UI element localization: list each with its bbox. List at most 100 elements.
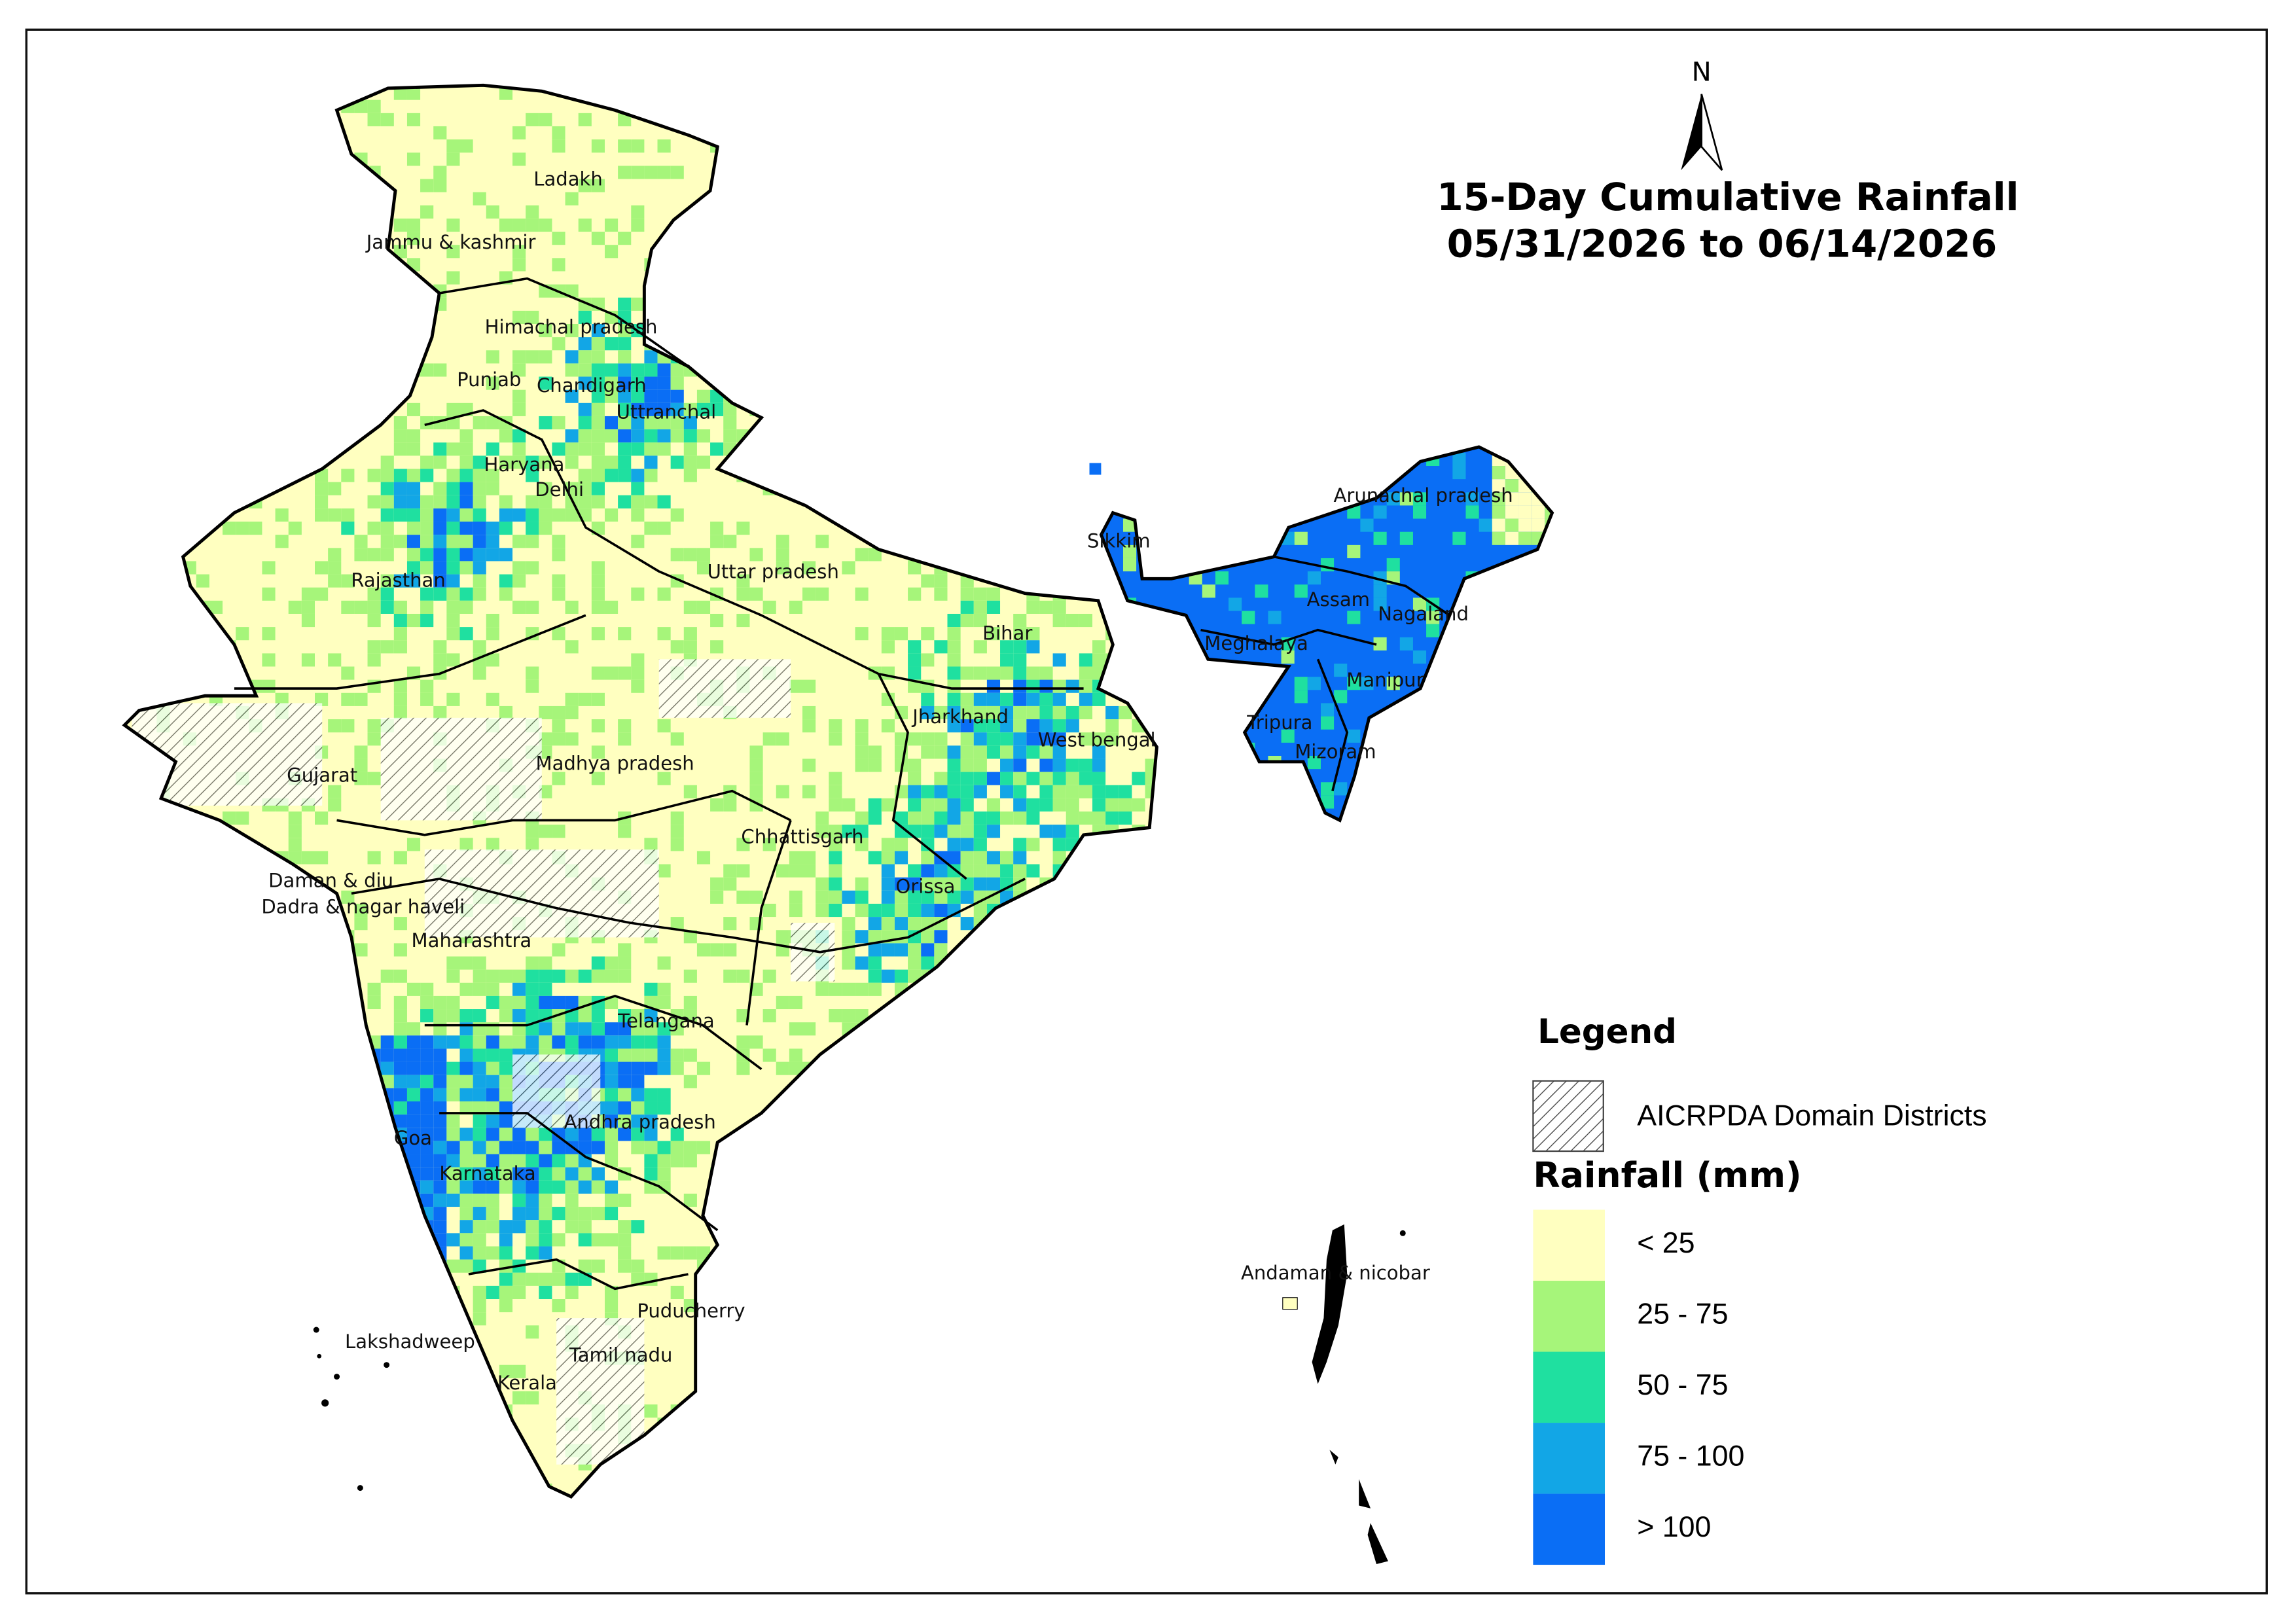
rainfall-cell — [1347, 611, 1361, 624]
rainfall-cell — [762, 1009, 776, 1023]
rainfall-cell — [591, 376, 605, 390]
rainfall-cell — [618, 350, 632, 364]
rainfall-cell — [1000, 732, 1014, 746]
rainfall-cell — [512, 245, 526, 259]
rainfall-cell — [657, 416, 671, 430]
rainfall-cell — [1026, 705, 1040, 720]
rainfall-cell — [670, 1154, 684, 1168]
rainfall-cell — [459, 429, 473, 443]
rainfall-cell — [802, 864, 816, 878]
rainfall-cell — [829, 798, 842, 812]
rainfall-cell — [631, 1128, 645, 1141]
legend-class-label: < 25 — [1637, 1226, 1695, 1259]
rainfall-cell — [591, 692, 605, 706]
rainfall-cell — [710, 890, 724, 904]
rainfall-cell — [1492, 479, 1505, 493]
rainfall-cell — [526, 969, 539, 983]
rainfall-cell — [1000, 851, 1014, 865]
rainfall-cell — [960, 851, 974, 865]
rainfall-cell — [657, 522, 671, 535]
rainfall-cell — [986, 851, 1001, 865]
rainfall-cell — [420, 522, 434, 535]
rainfall-cell — [328, 561, 342, 575]
rainfall-cell — [1281, 729, 1295, 743]
rainfall-cell — [354, 692, 368, 706]
rainfall-cell — [670, 1128, 684, 1141]
rainfall-cell — [1479, 518, 1492, 532]
rainfall-cell — [512, 1220, 526, 1234]
rainfall-cell — [934, 640, 948, 654]
rainfall-cell — [1026, 798, 1040, 812]
rainfall-cell — [301, 653, 315, 667]
rainfall-cell — [986, 825, 1001, 838]
rainfall-cell — [393, 1048, 407, 1062]
rainfall-cell — [420, 995, 434, 1010]
rainfall-cell — [921, 574, 935, 588]
rainfall-cell — [552, 416, 565, 430]
rainfall-cell — [723, 917, 737, 931]
rainfall-cell — [433, 1193, 447, 1207]
rainfall-cell — [973, 732, 987, 746]
rainfall-cell — [1052, 825, 1066, 838]
rainfall-cell — [947, 785, 961, 798]
rainfall-cell — [499, 587, 513, 601]
region-label: Haryana — [484, 454, 564, 476]
rainfall-cell — [894, 890, 908, 904]
rainfall-cell — [604, 218, 619, 232]
rainfall-cell — [986, 719, 1001, 733]
rainfall-cell — [710, 402, 724, 416]
rainfall-cell — [393, 442, 407, 456]
rainfall-cell — [499, 1128, 513, 1141]
rainfall-cell — [868, 851, 882, 865]
rainfall-cell — [1066, 825, 1079, 838]
rainfall-cell — [499, 1299, 513, 1313]
rainfall-cell — [446, 1009, 460, 1023]
domain-hatch — [791, 923, 835, 982]
rainfall-cell — [604, 1180, 619, 1194]
rainfall-cell — [486, 838, 499, 851]
rainfall-cell — [762, 732, 776, 746]
rainfall-cell — [644, 1009, 658, 1023]
rainfall-cell — [552, 548, 565, 562]
rainfall-cell — [1089, 463, 1102, 475]
rainfall-cell — [512, 350, 526, 364]
rainfall-cell — [486, 692, 499, 706]
rainfall-cell — [380, 548, 394, 562]
rainfall-cell — [1079, 705, 1092, 720]
rainfall-cell — [710, 943, 724, 957]
rainfall-cell — [1066, 772, 1079, 785]
rainfall-cell — [644, 1115, 658, 1128]
rainfall-cell — [420, 1048, 434, 1062]
rainfall-cell — [552, 995, 565, 1010]
rainfall-cell — [618, 719, 632, 733]
rainfall-cell — [934, 705, 948, 720]
rainfall-cell — [446, 1233, 460, 1247]
rainfall-cell — [618, 969, 632, 983]
rainfall-cell — [301, 613, 315, 628]
rainfall-cell — [921, 864, 935, 878]
rainfall-cell — [1013, 732, 1027, 746]
rainfall-cell — [473, 1167, 486, 1181]
rainfall-cell — [1039, 758, 1053, 772]
rainfall-cell — [552, 337, 565, 351]
rainfall-cell — [539, 218, 552, 232]
rainfall-cell — [1052, 679, 1066, 693]
rainfall-cell — [1320, 703, 1335, 717]
rainfall-cell — [433, 508, 447, 522]
rainfall-cell — [1532, 518, 1545, 532]
rainfall-cell — [512, 363, 526, 377]
rainfall-cell — [473, 416, 486, 430]
rainfall-cell — [749, 758, 763, 772]
rainfall-cell — [604, 1075, 619, 1088]
rainfall-cell — [1334, 782, 1348, 796]
rainfall-cell — [618, 323, 632, 338]
rainfall-cell — [1066, 812, 1079, 825]
rainfall-cell — [433, 574, 447, 588]
rainfall-cell — [380, 587, 394, 601]
rainfall-cell — [486, 982, 499, 996]
rainfall-cell — [842, 982, 855, 996]
rainfall-cell — [1026, 692, 1040, 706]
rainfall-cell — [499, 1075, 513, 1088]
rainfall-cell — [1399, 637, 1413, 651]
rainfall-cell — [1039, 666, 1053, 680]
